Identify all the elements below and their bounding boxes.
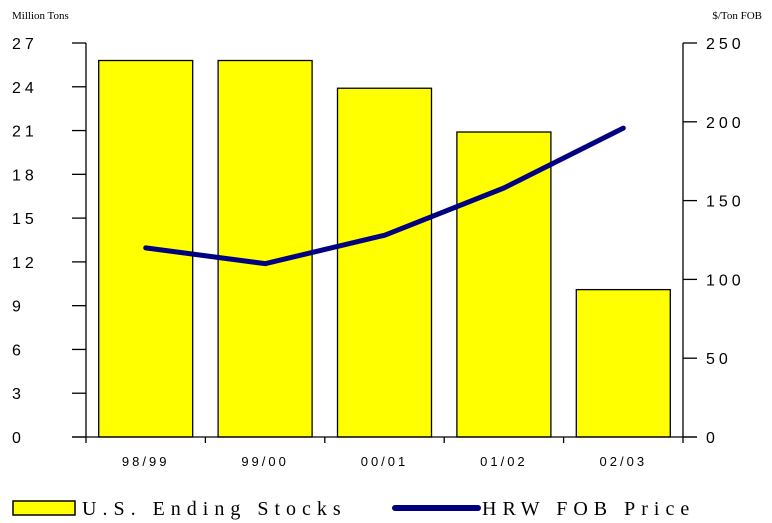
left-tick-label-24: 24 (12, 80, 38, 97)
legend-label-stocks: U.S. Ending Stocks (82, 498, 347, 520)
right-tick-label-250: 250 (706, 36, 745, 53)
left-tick-label-0: 0 (12, 430, 25, 447)
left-tick-label-9: 9 (12, 299, 25, 316)
right-axis-unit-label: $/Ton FOB (712, 10, 762, 22)
left-tick-label-6: 6 (12, 342, 25, 359)
plot-area: 0 3 6 9 12 15 18 21 24 27 0 50 100 150 200 250 98/99 99/0… (12, 36, 745, 469)
right-tick-label-0: 0 (706, 430, 719, 447)
x-tick-label-98-99: 98/99 (122, 454, 170, 469)
bar-stocks-99-00 (217, 59, 313, 438)
left-axis-unit-label: Million Tons (12, 10, 69, 22)
left-tick-label-12: 12 (12, 255, 38, 272)
left-tick-label-18: 18 (12, 167, 38, 184)
left-tick-label-3: 3 (12, 386, 25, 403)
x-tick-label-02-03: 02/03 (600, 454, 648, 469)
legend-swatch-stocks (12, 500, 76, 516)
legend: U.S. Ending Stocks HRW FOB Price (12, 498, 695, 520)
right-tick-label-100: 100 (706, 272, 745, 289)
x-tick-label-00-01: 00/01 (361, 454, 409, 469)
left-tick-label-21: 21 (12, 124, 38, 141)
x-tick-label-01-02: 01/02 (480, 454, 528, 469)
left-tick-label-27: 27 (12, 36, 38, 53)
right-tick-label-50: 50 (706, 351, 732, 368)
bar-stocks-00-01 (336, 87, 433, 438)
bar-stocks-02-03 (575, 288, 671, 438)
legend-label-price: HRW FOB Price (482, 498, 695, 520)
bar-stocks-01-02 (456, 131, 552, 438)
left-tick-label-15: 15 (12, 211, 38, 228)
x-tick-label-99-00: 99/00 (241, 454, 289, 469)
right-tick-label-200: 200 (706, 115, 745, 132)
right-tick-label-150: 150 (706, 194, 745, 211)
